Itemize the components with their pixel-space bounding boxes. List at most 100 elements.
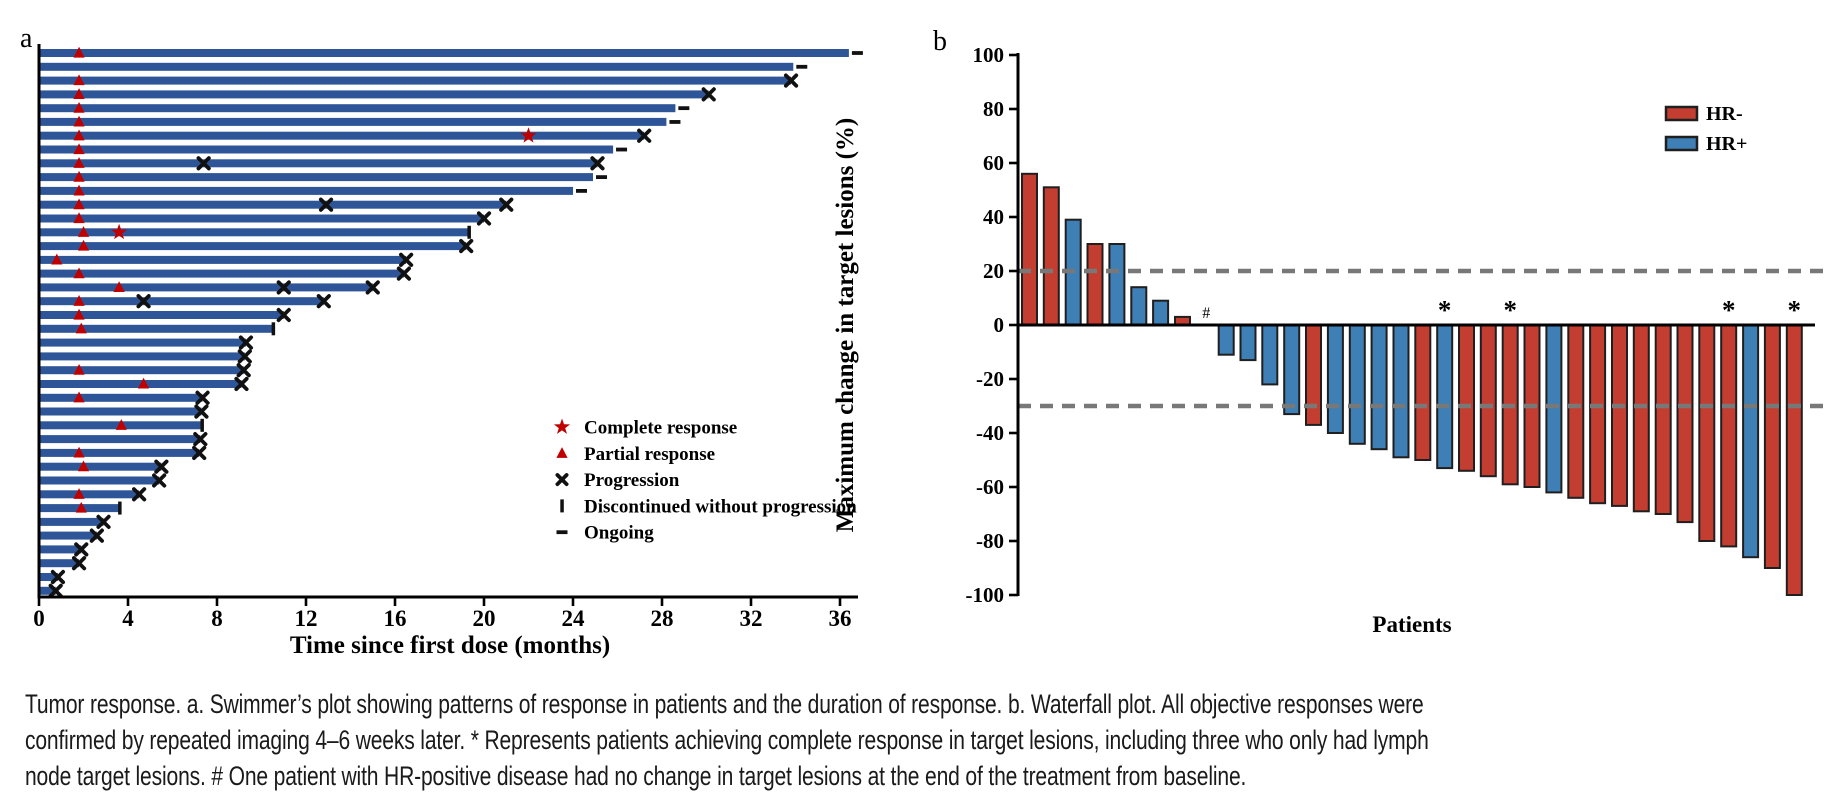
progression-marker [399,252,414,267]
waterfall-reference-lines [1018,268,1826,409]
panel-b-label: b [933,26,947,57]
partial-response-marker [73,446,85,458]
waterfall-bar [1611,324,1628,507]
swimmer-legend-label: Discontinued without progression [584,496,857,517]
progression-marker [236,363,251,378]
waterfall-y-tick-label: 80 [983,97,1004,121]
waterfall-bar [1698,324,1716,542]
discontinued-legend-icon [560,499,564,513]
ongoing-marker [678,106,690,111]
swimmer-bar [39,476,160,485]
partial-response-marker [73,488,85,499]
panel-a-label: a [20,23,33,54]
swimmer-bar [39,531,97,540]
hr-legend-swatch [1664,105,1699,122]
swimmer-x-tick-label: 36 [829,606,852,631]
partial-response-marker [51,253,63,265]
waterfall-bar [1108,243,1126,326]
swimmer-bar [39,462,162,471]
swimmer-bar [39,104,676,113]
partial-response-marker [73,295,85,306]
discontinued-marker [200,418,204,432]
waterfall-bar [1763,324,1781,569]
swimmer-x-tick-label: 4 [122,606,134,631]
progression-marker [701,87,716,102]
ongoing-legend-icon [556,530,568,535]
caption-line-3: node target lesions. # One patient with … [25,761,1247,791]
waterfall-bar [1436,324,1454,470]
swimmer-bar [39,490,140,499]
discontinued-marker [118,501,122,515]
partial-response-marker [73,88,85,99]
swimmer-legend-label: Complete response [584,418,737,439]
complete-response-asterisk-annotation: * [1503,295,1517,325]
waterfall-y-tick-label: 40 [983,205,1004,229]
waterfall-bars: # * * * * [1021,172,1803,596]
swimmer-bar [39,76,791,85]
caption-line-1: Tumor response. a. Swimmer’s plot showin… [25,689,1424,719]
swimmer-bar [39,297,324,306]
waterfall-bar [1632,324,1650,513]
waterfall-y-tick-label: 100 [973,43,1005,67]
swimmer-bar [39,255,407,264]
swimmer-bar [39,366,244,375]
waterfall-bar [1414,324,1432,461]
swimmer-bar [39,62,794,71]
progression-marker [276,307,291,323]
ongoing-marker [576,189,587,193]
partial-response-marker [77,226,90,237]
waterfall-bar [1479,324,1497,478]
swimmer-x-tick-label: 24 [562,606,586,631]
waterfall-bar [1392,324,1410,459]
progression-marker [499,197,514,212]
swimmer-x-tick-label: 32 [740,606,763,631]
partial-response-marker [73,101,85,113]
swimmer-bar [39,117,667,126]
waterfall-y-tick-label: 0 [994,313,1005,337]
swimmer-bar [39,448,200,457]
partial-response-marker [73,143,85,155]
swimmer-bar [39,186,573,195]
partial-response-marker [73,308,85,320]
partial-response-marker [113,281,125,293]
swimmer-bar [39,435,201,444]
waterfall-bar [1589,324,1607,505]
partial-response-marker [556,447,568,458]
waterfall-bar [1370,324,1388,451]
discontinued-marker [467,225,471,239]
complete-response-marker [520,127,537,143]
waterfall-bar [1086,243,1104,326]
partial-response-marker [77,239,90,251]
swimmer-x-tick-label: 12 [295,606,318,631]
progression-marker [48,583,63,598]
waterfall-bar [1239,324,1257,362]
swimmer-bar [39,269,404,278]
progression-marker [276,280,291,295]
swimmer-x-tick-label: 28 [651,606,674,631]
waterfall-y-tick-label: -60 [976,475,1004,499]
waterfall-bar [1676,324,1694,524]
swimmer-bar [39,228,469,237]
waterfall-y-tick-label: 60 [983,151,1004,175]
waterfall-bar [1130,286,1148,327]
waterfall-bar [1458,324,1475,472]
swimmer-legend-label: Ongoing [584,523,654,544]
progression-marker [476,211,492,226]
complete-response-asterisk-annotation: * [1788,295,1802,325]
waterfall-y-axis-title: Maximum change in target lesions (%) [832,118,859,533]
waterfall-y-tick-label: -20 [976,367,1004,391]
waterfall-y-tick-label: -40 [976,421,1004,445]
partial-response-marker [73,115,85,127]
figure-canvas: a 0 4 8 12 16 20 24 28 32 36 Time since first dos… [20,23,1826,659]
swimmer-bar [39,324,273,333]
partial-response-marker [73,184,85,196]
partial-response-marker [73,46,85,58]
swimmer-bar [39,311,284,319]
waterfall-bar [1261,324,1279,386]
progression-marker [195,390,210,405]
swimmer-bar [39,242,467,251]
progression-marker [50,569,66,585]
progression-marker [154,459,169,474]
progression-marker [196,156,211,171]
waterfall-x-axis-title: Patients [1372,612,1451,637]
